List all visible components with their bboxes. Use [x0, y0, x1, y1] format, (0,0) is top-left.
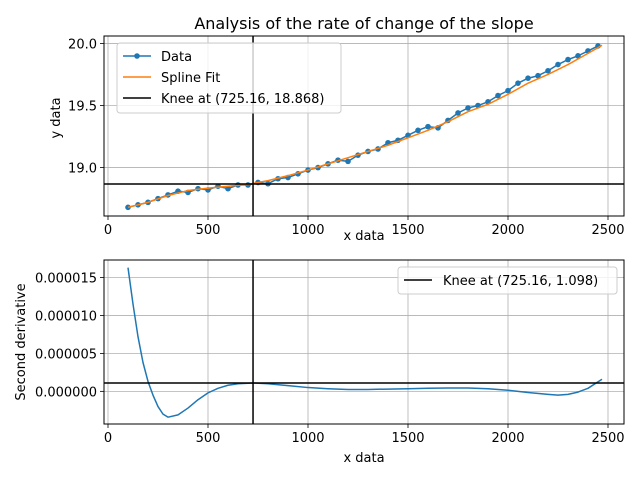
top-subplot: 0 500 1000 1500 2000 2500 19.0 19.5 20.0 Analys…: [49, 14, 625, 244]
data-point: [575, 53, 581, 59]
y-tick-label: 20.0: [68, 37, 97, 52]
bottom-series: [104, 260, 624, 424]
bottom-y-axis-label: Second derivative: [14, 283, 29, 400]
top-axes-frame: [103, 35, 625, 217]
data-point: [225, 185, 231, 192]
data-point: [415, 127, 421, 134]
legend-data-label: Data: [161, 50, 192, 65]
y-tick-label: 0.000005: [35, 347, 97, 362]
legend-spline-label: Spline Fit: [161, 71, 220, 86]
data-point: [495, 92, 501, 99]
top-y-ticks: 19.0 19.5 20.0: [68, 37, 104, 177]
data-point: [465, 105, 471, 111]
data-point: [425, 123, 431, 130]
x-tick-label: 1500: [391, 431, 424, 446]
x-tick-label: 1000: [291, 431, 324, 446]
top-x-ticks: 0 500 1000 1500 2000 2500: [104, 216, 625, 238]
second-derivative-series-line: [127, 267, 603, 418]
bottom-axes-frame: [103, 259, 625, 425]
x-tick-label: 500: [196, 223, 221, 238]
x-tick-label: 0: [104, 431, 112, 446]
top-y-axis-label: y data: [49, 97, 64, 138]
bottom-legend: Knee at (725.16, 1.098): [397, 266, 618, 295]
y-tick-label: 0.000000: [35, 385, 97, 400]
data-point: [565, 56, 571, 63]
y-tick-label: 19.5: [68, 100, 97, 115]
top-series: [104, 36, 624, 216]
x-tick-label: 2500: [591, 223, 624, 238]
bottom-legend-box: [397, 266, 618, 295]
x-tick-label: 500: [196, 431, 221, 446]
top-legend-box: [116, 42, 342, 114]
spline-fit-series-line: [127, 44, 603, 209]
y-tick-label: 0.000015: [35, 271, 97, 286]
legend-knee2-label: Knee at (725.16, 1.098): [443, 274, 598, 289]
x-tick-label: 2500: [591, 431, 624, 446]
data-point: [535, 72, 541, 79]
x-tick-label: 1000: [291, 223, 324, 238]
y-tick-label: 0.000010: [35, 309, 97, 324]
top-x-axis-label: x data: [343, 229, 384, 244]
y-tick-label: 19.0: [68, 162, 97, 177]
data-point: [505, 87, 511, 94]
top-legend: Data Spline Fit Knee at (725.16, 18.868): [116, 42, 342, 114]
top-chart-title: Analysis of the rate of change of the sl…: [194, 14, 533, 33]
bottom-y-ticks: 0.000000 0.000005 0.000010 0.000015: [35, 271, 104, 400]
data-point: [125, 204, 131, 211]
data-point: [525, 75, 531, 82]
legend-data-marker-icon: [134, 53, 140, 59]
x-tick-label: 0: [104, 223, 112, 238]
x-tick-label: 2000: [491, 223, 524, 238]
x-tick-label: 1500: [391, 223, 424, 238]
legend-knee-label: Knee at (725.16, 18.868): [161, 92, 324, 107]
bottom-x-axis-label: x data: [343, 451, 384, 466]
data-point: [545, 67, 551, 74]
data-point: [515, 80, 521, 86]
data-point: [455, 110, 461, 116]
data-point: [345, 158, 351, 165]
x-tick-label: 2000: [491, 431, 524, 446]
data-point: [555, 61, 561, 68]
bottom-subplot: 0 500 1000 1500 2000 2500 0.0000000.0000050.0…: [14, 259, 625, 466]
bottom-x-ticks: 0 500 1000 1500 2000 2500: [104, 424, 625, 446]
